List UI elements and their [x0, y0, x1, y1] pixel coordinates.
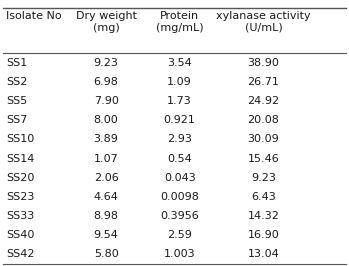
- Text: 0.921: 0.921: [164, 115, 195, 125]
- Text: 0.3956: 0.3956: [160, 211, 199, 221]
- Text: 2.59: 2.59: [167, 230, 192, 240]
- Text: 5.80: 5.80: [94, 249, 118, 259]
- Text: SS7: SS7: [6, 115, 28, 125]
- Text: SS2: SS2: [6, 77, 28, 87]
- Text: 1.09: 1.09: [167, 77, 192, 87]
- Text: Protein
(mg/mL): Protein (mg/mL): [156, 11, 203, 33]
- Text: 2.93: 2.93: [167, 134, 192, 144]
- Text: SS23: SS23: [6, 192, 35, 202]
- Text: 26.71: 26.71: [247, 77, 279, 87]
- Text: 9.54: 9.54: [94, 230, 119, 240]
- Text: 20.08: 20.08: [247, 115, 279, 125]
- Text: SS1: SS1: [6, 58, 28, 68]
- Text: 38.90: 38.90: [247, 58, 279, 68]
- Text: 1.07: 1.07: [94, 153, 118, 164]
- Text: 6.98: 6.98: [94, 77, 119, 87]
- Text: 1.73: 1.73: [167, 96, 192, 106]
- Text: SS33: SS33: [6, 211, 35, 221]
- Text: 7.90: 7.90: [94, 96, 119, 106]
- Text: 4.64: 4.64: [94, 192, 119, 202]
- Text: 9.23: 9.23: [94, 58, 119, 68]
- Text: Dry weight
(mg): Dry weight (mg): [76, 11, 136, 33]
- Text: 3.89: 3.89: [94, 134, 119, 144]
- Text: SS20: SS20: [6, 173, 35, 183]
- Text: SS14: SS14: [6, 153, 35, 164]
- Text: SS5: SS5: [6, 96, 28, 106]
- Text: 16.90: 16.90: [247, 230, 279, 240]
- Text: 13.04: 13.04: [247, 249, 279, 259]
- Text: 24.92: 24.92: [247, 96, 280, 106]
- Text: 3.54: 3.54: [167, 58, 192, 68]
- Text: 8.00: 8.00: [94, 115, 118, 125]
- Text: 0.043: 0.043: [164, 173, 195, 183]
- Text: SS40: SS40: [6, 230, 35, 240]
- Text: 2.06: 2.06: [94, 173, 118, 183]
- Text: SS42: SS42: [6, 249, 35, 259]
- Text: 9.23: 9.23: [251, 173, 276, 183]
- Text: 14.32: 14.32: [247, 211, 279, 221]
- Text: xylanase activity
(U/mL): xylanase activity (U/mL): [216, 11, 311, 33]
- Text: 0.54: 0.54: [167, 153, 192, 164]
- Text: 8.98: 8.98: [94, 211, 119, 221]
- Text: 0.0098: 0.0098: [160, 192, 199, 202]
- Text: 6.43: 6.43: [251, 192, 276, 202]
- Text: 1.003: 1.003: [164, 249, 195, 259]
- Text: 15.46: 15.46: [247, 153, 279, 164]
- Text: 30.09: 30.09: [247, 134, 279, 144]
- Text: SS10: SS10: [6, 134, 35, 144]
- Text: Isolate No: Isolate No: [6, 11, 62, 21]
